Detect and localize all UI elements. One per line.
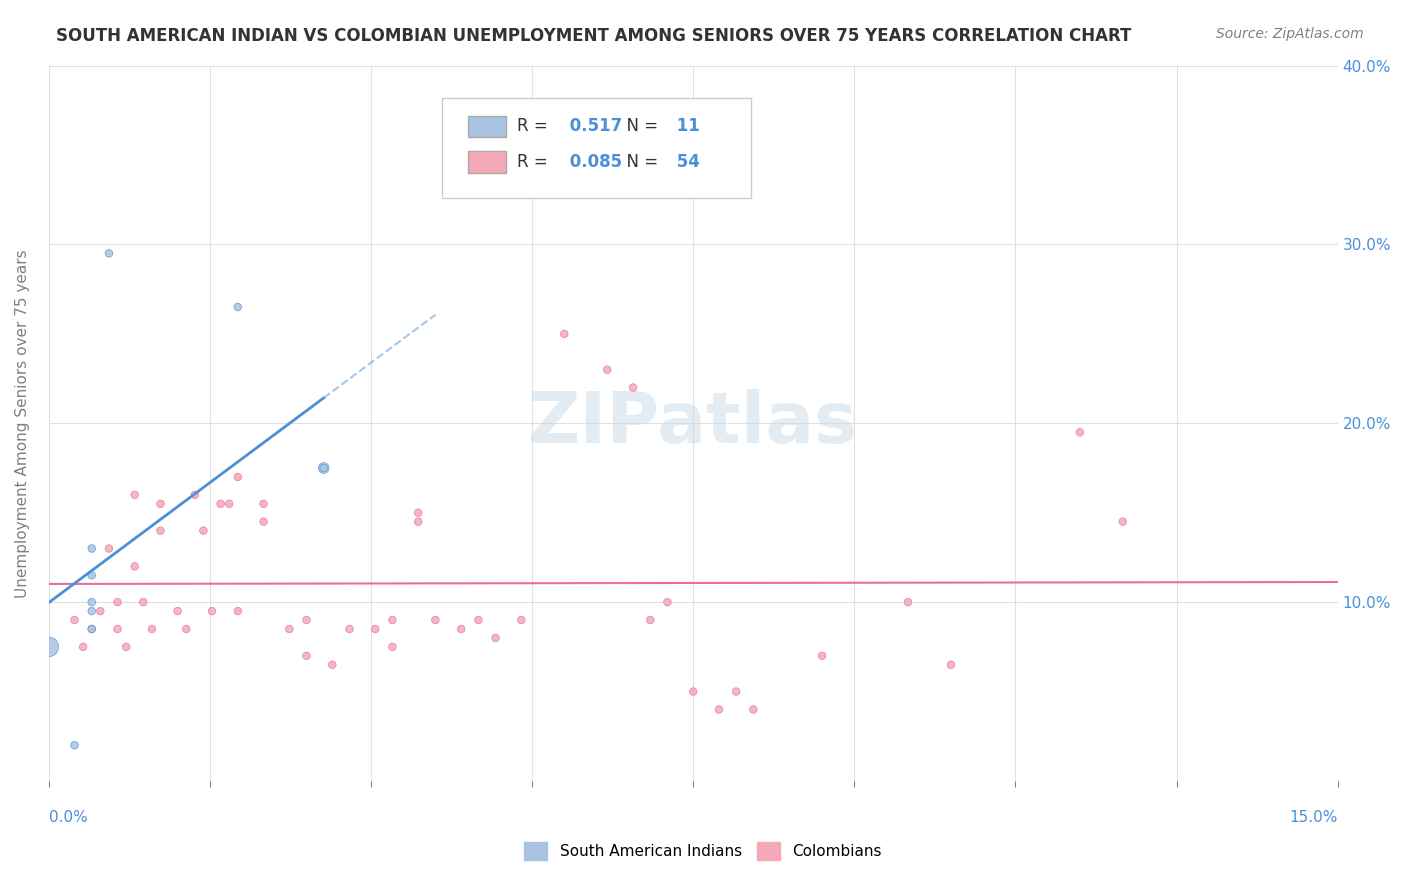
Text: 15.0%: 15.0% bbox=[1289, 810, 1337, 824]
Text: 11: 11 bbox=[671, 118, 700, 136]
Point bbox=[80, 595, 103, 609]
Point bbox=[89, 604, 111, 618]
Point bbox=[80, 568, 103, 582]
Point bbox=[295, 613, 318, 627]
Point bbox=[450, 622, 472, 636]
Text: SOUTH AMERICAN INDIAN VS COLOMBIAN UNEMPLOYMENT AMONG SENIORS OVER 75 YEARS CORR: SOUTH AMERICAN INDIAN VS COLOMBIAN UNEMP… bbox=[56, 27, 1132, 45]
Point bbox=[218, 497, 240, 511]
Text: N =: N = bbox=[616, 153, 664, 171]
Point bbox=[295, 648, 318, 663]
Point bbox=[553, 326, 575, 341]
Point bbox=[321, 657, 343, 672]
Point bbox=[80, 622, 103, 636]
Point bbox=[897, 595, 920, 609]
Point bbox=[467, 613, 489, 627]
Point bbox=[339, 622, 361, 636]
Point bbox=[406, 515, 429, 529]
Point bbox=[312, 461, 335, 475]
Point bbox=[107, 622, 129, 636]
Point bbox=[174, 622, 197, 636]
Point bbox=[811, 648, 834, 663]
Point bbox=[80, 541, 103, 556]
Point bbox=[252, 515, 274, 529]
FancyBboxPatch shape bbox=[441, 98, 751, 198]
Point bbox=[596, 362, 619, 376]
Point bbox=[38, 640, 60, 654]
Point bbox=[425, 613, 447, 627]
Point bbox=[72, 640, 94, 654]
Point bbox=[381, 640, 404, 654]
Point bbox=[742, 702, 765, 716]
Point bbox=[278, 622, 301, 636]
Point bbox=[184, 488, 207, 502]
Text: N =: N = bbox=[616, 118, 664, 136]
Text: ZIPatlas: ZIPatlas bbox=[529, 389, 858, 458]
Point bbox=[107, 595, 129, 609]
Point bbox=[115, 640, 138, 654]
Point bbox=[141, 622, 163, 636]
Point bbox=[226, 470, 249, 484]
Point bbox=[124, 559, 146, 574]
Point bbox=[252, 497, 274, 511]
Point bbox=[201, 604, 224, 618]
Point bbox=[209, 497, 232, 511]
Text: 54: 54 bbox=[671, 153, 700, 171]
Point bbox=[80, 622, 103, 636]
Text: 0.517: 0.517 bbox=[564, 118, 623, 136]
Point bbox=[149, 524, 172, 538]
Point bbox=[621, 380, 644, 394]
Y-axis label: Unemployment Among Seniors over 75 years: Unemployment Among Seniors over 75 years bbox=[15, 249, 30, 598]
Point bbox=[1069, 425, 1091, 440]
Point bbox=[939, 657, 962, 672]
Point bbox=[638, 613, 661, 627]
Point bbox=[149, 497, 172, 511]
Legend: South American Indians, Colombians: South American Indians, Colombians bbox=[519, 836, 887, 866]
Point bbox=[364, 622, 387, 636]
Point bbox=[124, 488, 146, 502]
Point bbox=[193, 524, 215, 538]
Point bbox=[63, 613, 86, 627]
Point bbox=[80, 604, 103, 618]
Point bbox=[707, 702, 730, 716]
Text: 0.085: 0.085 bbox=[564, 153, 623, 171]
Point bbox=[226, 300, 249, 314]
Point bbox=[312, 461, 335, 475]
Point bbox=[132, 595, 155, 609]
Text: R =: R = bbox=[516, 118, 553, 136]
Point bbox=[166, 604, 188, 618]
Point bbox=[226, 604, 249, 618]
Point bbox=[97, 541, 120, 556]
Point bbox=[1112, 515, 1135, 529]
Point bbox=[484, 631, 506, 645]
FancyBboxPatch shape bbox=[468, 152, 506, 173]
Point bbox=[725, 684, 748, 698]
Text: 0.0%: 0.0% bbox=[49, 810, 87, 824]
Point bbox=[63, 738, 86, 752]
Point bbox=[510, 613, 533, 627]
Point bbox=[97, 246, 120, 260]
Point bbox=[657, 595, 679, 609]
Point bbox=[682, 684, 704, 698]
Point bbox=[381, 613, 404, 627]
Text: Source: ZipAtlas.com: Source: ZipAtlas.com bbox=[1216, 27, 1364, 41]
Text: R =: R = bbox=[516, 153, 553, 171]
Point bbox=[406, 506, 429, 520]
FancyBboxPatch shape bbox=[468, 116, 506, 137]
